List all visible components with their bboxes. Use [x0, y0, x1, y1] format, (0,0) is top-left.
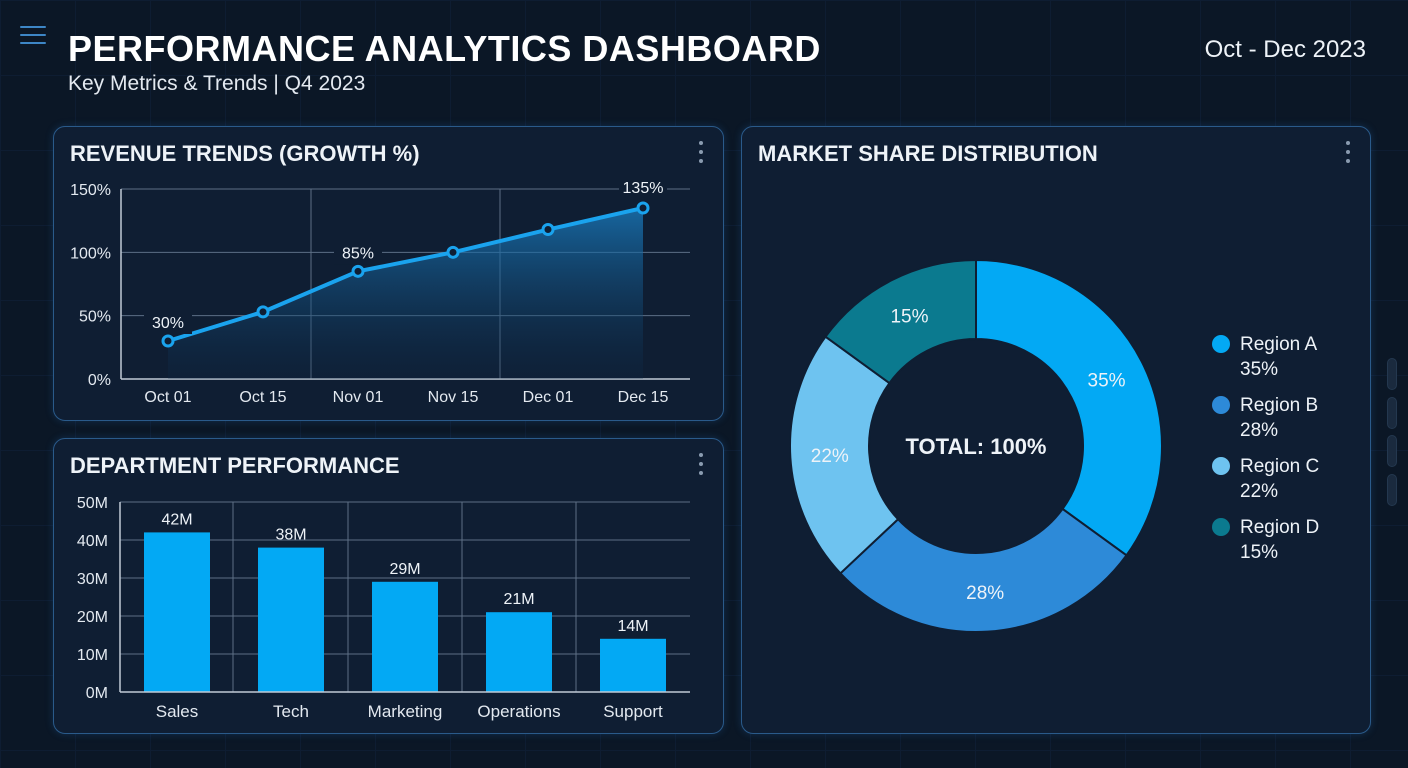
slice-region-d: [824, 258, 977, 385]
data-label: 14M: [617, 618, 648, 635]
donut-center-label: TOTAL: 100%: [906, 434, 1047, 459]
more-options-icon[interactable]: [1346, 141, 1352, 163]
legend-item-region-a[interactable]: Region A 35%: [1212, 332, 1319, 382]
x-tick-label: Nov 15: [428, 389, 479, 406]
data-label: 38M: [275, 527, 306, 544]
label-bg: [619, 177, 667, 199]
bar-marketing: [372, 581, 438, 692]
x-tick-label: Nov 01: [333, 389, 384, 406]
x-tick-label: Oct 15: [239, 389, 286, 406]
data-label: 135%: [623, 180, 664, 197]
slice-region-c: [789, 335, 900, 575]
slice-label: 28%: [966, 583, 1004, 604]
y-tick-label: 40M: [77, 533, 108, 550]
label-bg: [144, 312, 192, 334]
revenue-title: REVENUE TRENDS (GROWTH %): [70, 141, 420, 166]
market-share-legend: Region A 35% Region B 28% Region C 22% Regi…: [1212, 332, 1319, 576]
data-point: [541, 223, 555, 237]
data-point: [161, 334, 175, 348]
x-tick-label: Oct 01: [144, 389, 191, 406]
series-line: [167, 206, 644, 343]
y-tick-label: 150%: [70, 182, 111, 199]
legend-label: Region A: [1240, 334, 1318, 355]
x-tick-label: Dec 01: [523, 389, 574, 406]
more-options-icon[interactable]: [699, 141, 705, 163]
legend-value: 22%: [1240, 481, 1279, 502]
slice-label: 35%: [1088, 370, 1126, 391]
menu-icon[interactable]: [20, 26, 46, 46]
page-indicator[interactable]: [1387, 397, 1397, 429]
y-tick-label: 10M: [77, 647, 108, 664]
label-bg: [334, 242, 382, 265]
department-title: DEPARTMENT PERFORMANCE: [70, 453, 400, 478]
legend-swatch: [1212, 518, 1230, 536]
data-label: 29M: [389, 561, 420, 578]
data-label: 30%: [152, 315, 184, 332]
date-range: Oct - Dec 2023: [1204, 36, 1366, 63]
area-fill: [168, 208, 643, 379]
legend-item-region-b[interactable]: Region B 28%: [1212, 393, 1319, 443]
x-tick-label: Sales: [156, 702, 199, 721]
data-label: 85%: [342, 245, 374, 262]
data-label: 21M: [503, 591, 534, 608]
y-tick-label: 100%: [70, 245, 111, 262]
x-tick-label: Dec 15: [618, 389, 669, 406]
legend-value: 15%: [1240, 542, 1279, 563]
legend-item-region-d[interactable]: Region D 15%: [1212, 515, 1319, 565]
page-title: PERFORMANCE ANALYTICS DASHBOARD: [68, 28, 821, 69]
y-tick-label: 50%: [79, 309, 111, 326]
bar-sales: [144, 532, 210, 692]
page-subtitle: Key Metrics & Trends | Q4 2023: [68, 72, 366, 95]
bar-tech: [258, 547, 324, 692]
legend-value: 28%: [1240, 420, 1279, 441]
data-point: [256, 305, 270, 319]
slice-label: 15%: [890, 306, 928, 327]
y-tick-label: 0M: [86, 685, 108, 702]
slice-label: 22%: [811, 446, 849, 467]
y-tick-label: 20M: [77, 609, 108, 626]
legend-label: Region B: [1240, 395, 1319, 416]
page-indicator[interactable]: [1387, 435, 1397, 467]
page-indicator[interactable]: [1387, 358, 1397, 390]
x-tick-label: Operations: [477, 702, 560, 721]
data-point: [446, 245, 460, 259]
y-tick-label: 30M: [77, 571, 108, 588]
bar-support: [600, 638, 666, 692]
legend-item-region-c[interactable]: Region C 22%: [1212, 454, 1319, 504]
bar-operations: [486, 612, 552, 692]
x-tick-label: Marketing: [368, 702, 443, 721]
slice-region-a: [975, 258, 1163, 557]
x-tick-label: Tech: [273, 702, 309, 721]
legend-swatch: [1212, 396, 1230, 414]
slice-region-b: [838, 507, 1128, 633]
more-options-icon[interactable]: [699, 453, 705, 475]
y-tick-label: 50M: [77, 495, 108, 512]
y-tick-label: 0%: [88, 372, 111, 389]
legend-label: Region D: [1240, 517, 1320, 538]
legend-swatch: [1212, 457, 1230, 475]
page-indicator[interactable]: [1387, 474, 1397, 506]
data-label: 42M: [161, 511, 192, 528]
legend-swatch: [1212, 335, 1230, 353]
data-point: [351, 264, 365, 278]
market-share-title: MARKET SHARE DISTRIBUTION: [758, 141, 1098, 166]
legend-label: Region C: [1240, 456, 1320, 477]
data-point: [636, 201, 650, 215]
legend-value: 35%: [1240, 359, 1279, 380]
x-tick-label: Support: [603, 702, 663, 721]
